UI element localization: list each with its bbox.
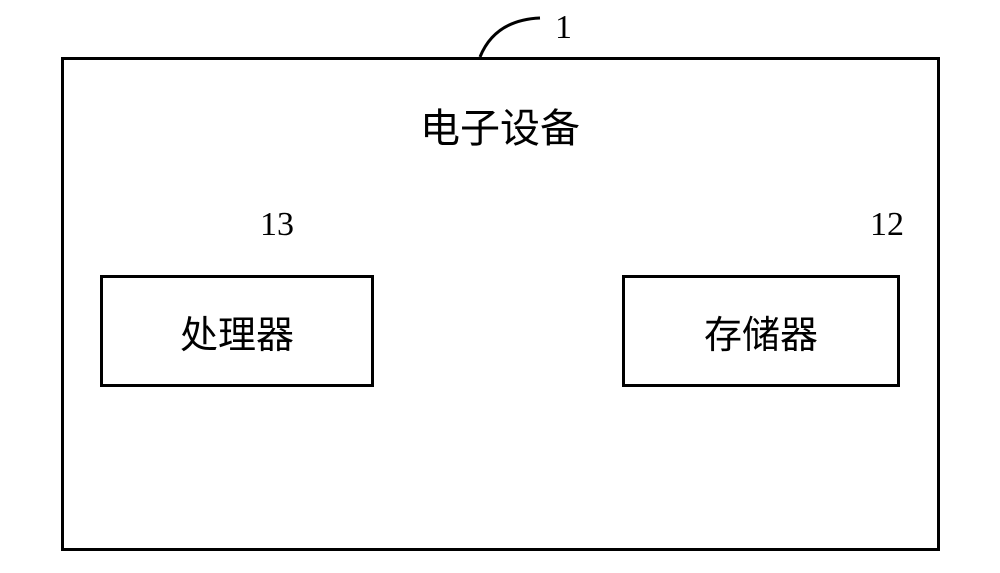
device-title-label: 电子设备	[420, 96, 580, 154]
processor-box: 处理器	[100, 275, 374, 387]
memory-ref-label: 12	[870, 206, 904, 244]
memory-box: 存储器	[622, 275, 900, 387]
processor-ref-label: 13	[260, 206, 294, 244]
processor-label: 处理器	[180, 304, 294, 359]
memory-label: 存储器	[704, 304, 818, 359]
diagram-canvas: 电子设备 1 处理器 13 存储器 12	[0, 0, 1000, 573]
device-ref-label: 1	[555, 9, 572, 47]
